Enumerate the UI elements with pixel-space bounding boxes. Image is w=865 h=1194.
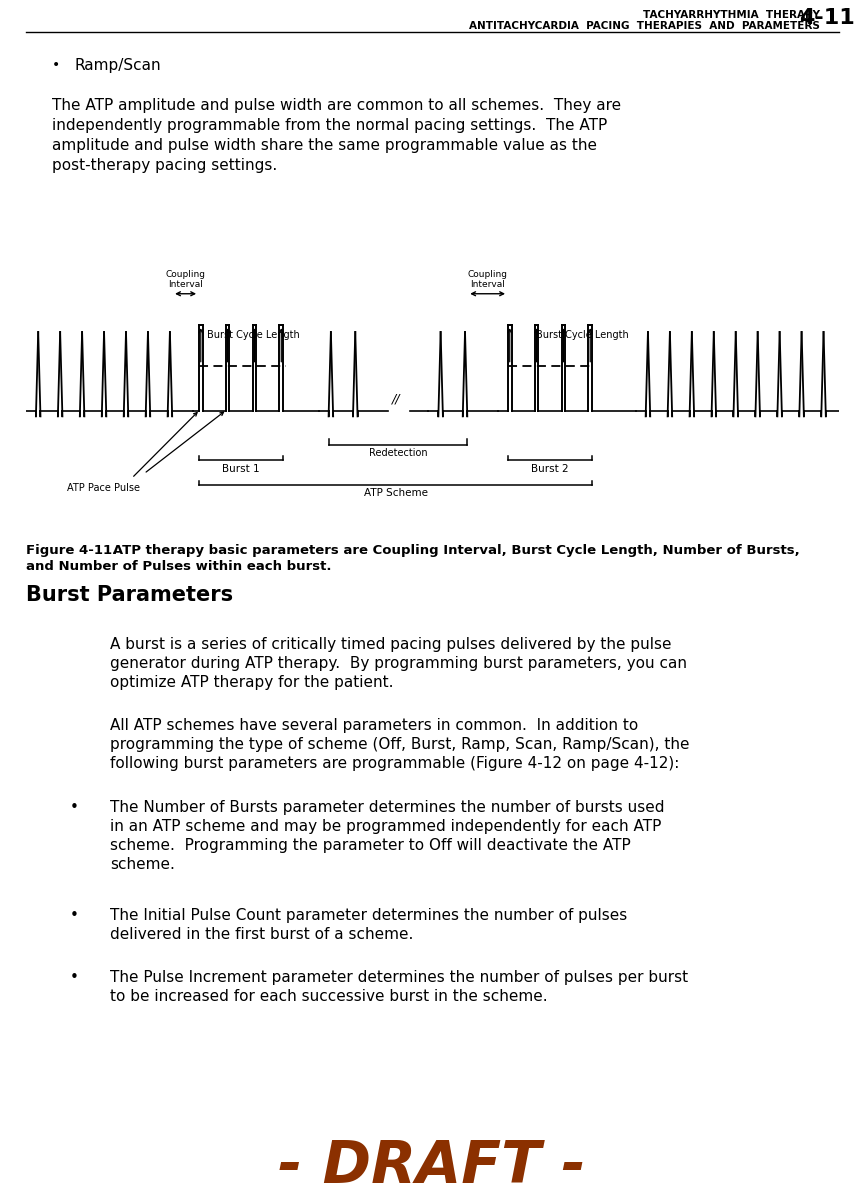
Text: Burst Cycle Length: Burst Cycle Length bbox=[207, 330, 299, 340]
Text: A burst is a series of critically timed pacing pulses delivered by the pulse: A burst is a series of critically timed … bbox=[110, 638, 671, 652]
Text: ATP therapy basic parameters are Coupling Interval, Burst Cycle Length, Number o: ATP therapy basic parameters are Couplin… bbox=[99, 544, 800, 556]
Text: Ramp/Scan: Ramp/Scan bbox=[75, 59, 162, 73]
Text: generator during ATP therapy.  By programming burst parameters, you can: generator during ATP therapy. By program… bbox=[110, 656, 687, 671]
Text: and Number of Pulses within each burst.: and Number of Pulses within each burst. bbox=[26, 560, 331, 573]
Text: TACHYARRHYTHMIA  THERAPY: TACHYARRHYTHMIA THERAPY bbox=[643, 10, 820, 20]
Text: Coupling
Interval: Coupling Interval bbox=[165, 270, 206, 289]
Text: scheme.: scheme. bbox=[110, 857, 175, 872]
Text: Redetection: Redetection bbox=[368, 448, 427, 457]
Text: programming the type of scheme (Off, Burst, Ramp, Scan, Ramp/Scan), the: programming the type of scheme (Off, Bur… bbox=[110, 737, 689, 752]
Text: •: • bbox=[70, 800, 79, 816]
Text: The Pulse Increment parameter determines the number of pulses per burst: The Pulse Increment parameter determines… bbox=[110, 970, 689, 985]
Text: post-therapy pacing settings.: post-therapy pacing settings. bbox=[52, 158, 278, 173]
Text: Coupling
Interval: Coupling Interval bbox=[468, 270, 508, 289]
Text: The ATP amplitude and pulse width are common to all schemes.  They are: The ATP amplitude and pulse width are co… bbox=[52, 98, 621, 113]
Text: - DRAFT -: - DRAFT - bbox=[279, 1138, 586, 1194]
Text: All ATP schemes have several parameters in common.  In addition to: All ATP schemes have several parameters … bbox=[110, 718, 638, 733]
Text: ANTITACHYCARDIA  PACING  THERAPIES  AND  PARAMETERS: ANTITACHYCARDIA PACING THERAPIES AND PAR… bbox=[469, 21, 820, 31]
Text: amplitude and pulse width share the same programmable value as the: amplitude and pulse width share the same… bbox=[52, 139, 597, 153]
Text: in an ATP scheme and may be programmed independently for each ATP: in an ATP scheme and may be programmed i… bbox=[110, 819, 662, 833]
Text: Burst Cycle Length: Burst Cycle Length bbox=[536, 330, 629, 340]
Text: •: • bbox=[70, 970, 79, 985]
Text: ATP Pace Pulse: ATP Pace Pulse bbox=[67, 482, 140, 493]
Text: 4-11: 4-11 bbox=[799, 8, 855, 27]
Text: scheme.  Programming the parameter to Off will deactivate the ATP: scheme. Programming the parameter to Off… bbox=[110, 838, 631, 853]
Text: following burst parameters are programmable (Figure 4-12 on page 4-12):: following burst parameters are programma… bbox=[110, 756, 679, 771]
Text: to be increased for each successive burst in the scheme.: to be increased for each successive burs… bbox=[110, 989, 548, 1004]
Text: The Number of Bursts parameter determines the number of bursts used: The Number of Bursts parameter determine… bbox=[110, 800, 664, 816]
Text: Burst 1: Burst 1 bbox=[222, 463, 260, 474]
Text: Burst 2: Burst 2 bbox=[531, 463, 569, 474]
Text: //: // bbox=[392, 393, 400, 406]
Text: The Initial Pulse Count parameter determines the number of pulses: The Initial Pulse Count parameter determ… bbox=[110, 907, 627, 923]
Text: Burst Parameters: Burst Parameters bbox=[26, 585, 234, 605]
Text: optimize ATP therapy for the patient.: optimize ATP therapy for the patient. bbox=[110, 675, 394, 690]
Text: Figure 4-11.: Figure 4-11. bbox=[26, 544, 118, 556]
Text: ATP Scheme: ATP Scheme bbox=[363, 488, 427, 498]
Text: •: • bbox=[52, 59, 61, 72]
Text: delivered in the first burst of a scheme.: delivered in the first burst of a scheme… bbox=[110, 927, 413, 942]
Text: •: • bbox=[70, 907, 79, 923]
Text: independently programmable from the normal pacing settings.  The ATP: independently programmable from the norm… bbox=[52, 118, 607, 133]
